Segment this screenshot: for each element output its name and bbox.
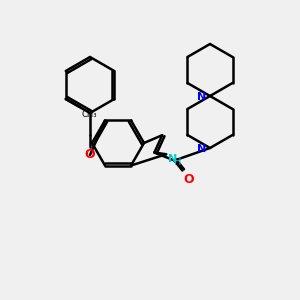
Text: O: O [85, 148, 95, 161]
Text: O: O [183, 172, 194, 185]
Text: N: N [197, 144, 206, 154]
Text: N: N [197, 92, 206, 102]
Text: N: N [168, 154, 177, 164]
Text: CH₃: CH₃ [82, 110, 97, 119]
Text: H: H [174, 157, 182, 167]
